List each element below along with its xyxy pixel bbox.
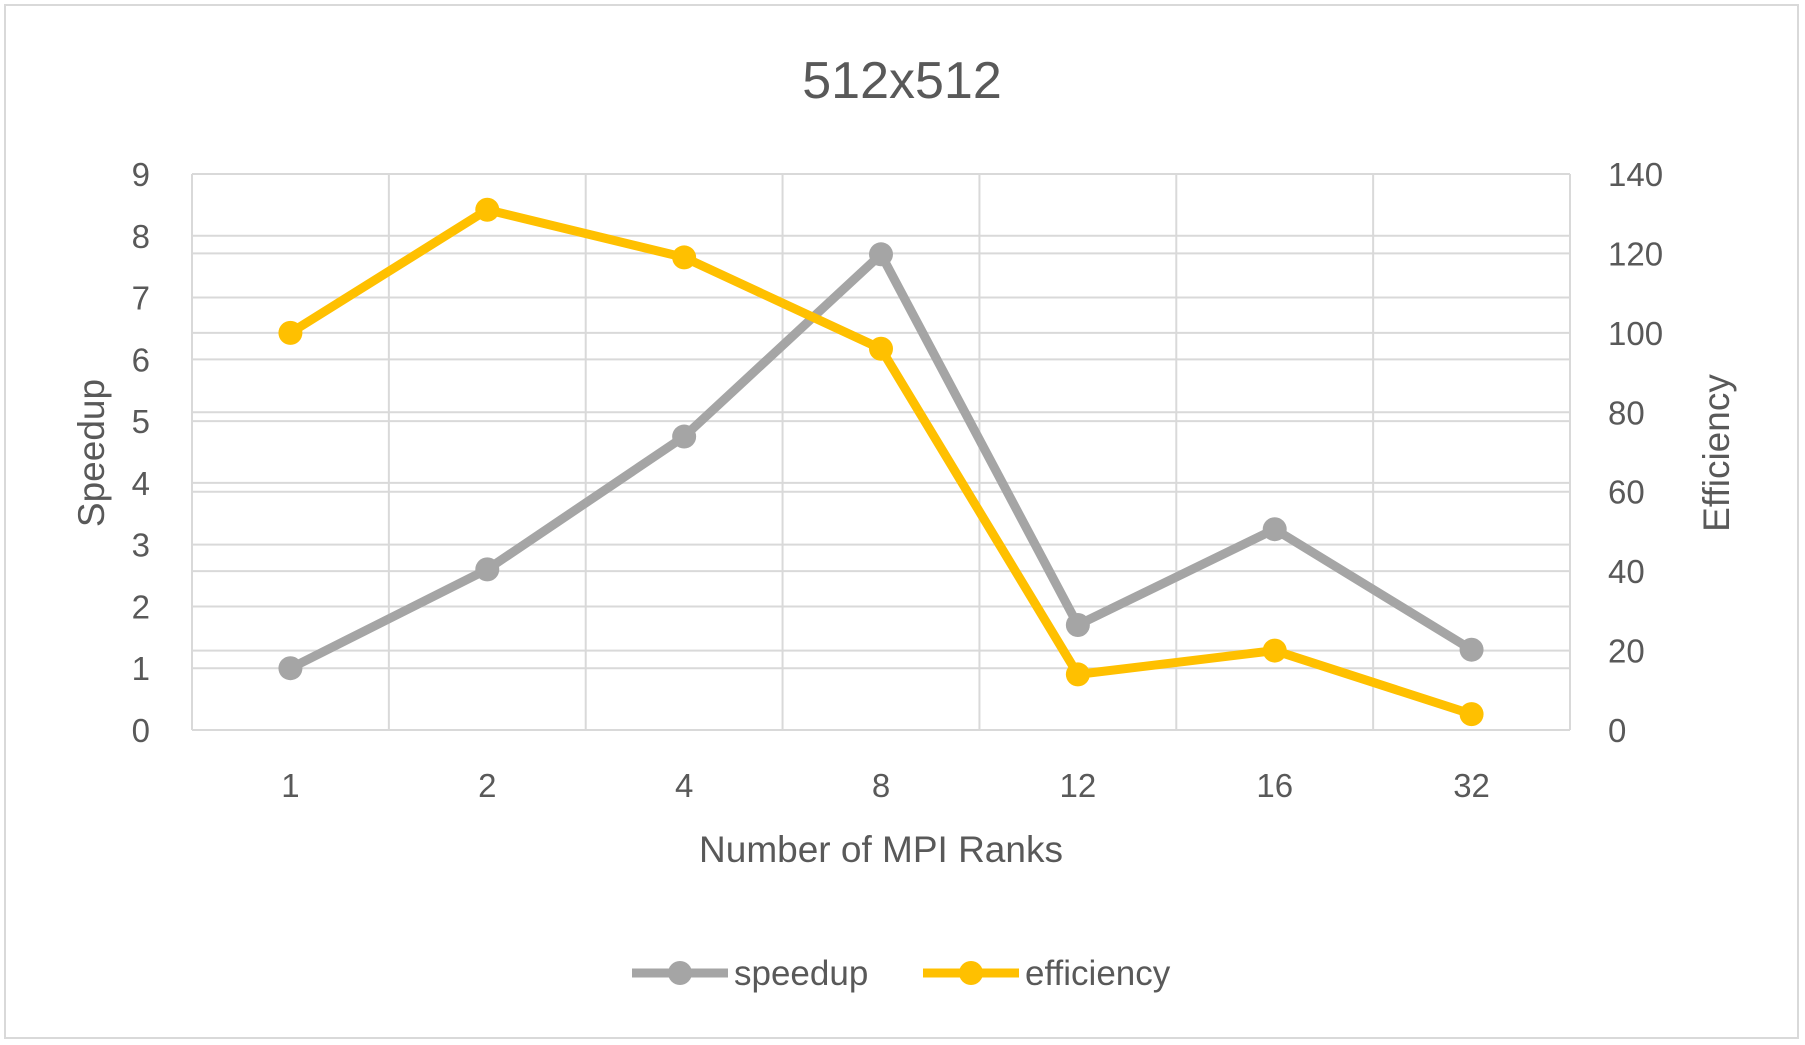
series-efficiency-line <box>285 205 1477 719</box>
legend-label-speedup: speedup <box>734 954 868 993</box>
legend-label-efficiency: efficiency <box>1025 954 1171 993</box>
x-tick-16: 16 <box>1256 767 1293 804</box>
right-axis-ticks: 0 20 40 60 80 100 120 140 <box>1608 156 1663 749</box>
series-efficiency-point-8[interactable] <box>869 336 893 361</box>
legend-item-efficiency[interactable]: efficiency <box>923 954 1171 993</box>
series-efficiency-point-12[interactable] <box>1065 662 1090 687</box>
series-speedup-point-12[interactable] <box>1065 612 1090 637</box>
series-speedup-point-2[interactable] <box>475 557 500 582</box>
series-efficiency-point-2[interactable] <box>475 197 500 222</box>
y2-tick-140: 140 <box>1608 156 1663 193</box>
series-speedup-point-32[interactable] <box>1459 637 1484 662</box>
y-tick-4: 4 <box>132 465 150 502</box>
series-efficiency-point-4[interactable] <box>672 245 697 270</box>
y-tick-5: 5 <box>132 403 150 440</box>
x-axis-ticks: 1 2 4 8 12 16 32 <box>281 767 1490 804</box>
series-speedup-point-16[interactable] <box>1262 517 1287 542</box>
legend-marker-efficiency <box>959 961 983 985</box>
y2-tick-60: 60 <box>1608 474 1645 511</box>
y2-tick-80: 80 <box>1608 394 1645 431</box>
x-tick-12: 12 <box>1059 767 1096 804</box>
x-tick-32: 32 <box>1453 767 1490 804</box>
y-tick-9: 9 <box>132 156 150 193</box>
horizontal-gridlines <box>192 173 1570 731</box>
x-tick-4: 4 <box>675 767 693 804</box>
series-speedup-point-4[interactable] <box>672 424 697 449</box>
series-speedup-point-1[interactable] <box>278 656 303 681</box>
y-tick-2: 2 <box>132 588 150 625</box>
legend-item-speedup[interactable]: speedup <box>632 954 868 993</box>
series-speedup-point-8[interactable] <box>869 242 893 267</box>
chart-frame <box>4 4 1799 1039</box>
y2-tick-120: 120 <box>1608 235 1663 272</box>
y-tick-0: 0 <box>132 712 150 749</box>
series-layer <box>278 197 1484 727</box>
y2-tick-100: 100 <box>1608 315 1663 352</box>
y-tick-6: 6 <box>132 341 150 378</box>
series-efficiency-point-16[interactable] <box>1262 638 1287 663</box>
y2-tick-0: 0 <box>1608 712 1626 749</box>
y2-axis-label: Efficiency <box>1696 374 1737 532</box>
x-axis-label: Number of MPI Ranks <box>699 829 1063 870</box>
y-tick-8: 8 <box>132 218 150 255</box>
x-tick-2: 2 <box>478 767 496 804</box>
series-efficiency <box>278 197 1484 727</box>
chart-title: 512x512 <box>802 52 1002 110</box>
y-tick-3: 3 <box>132 527 150 564</box>
y2-tick-40: 40 <box>1608 553 1645 590</box>
legend: speedup efficiency <box>632 954 1171 993</box>
x-tick-1: 1 <box>281 767 299 804</box>
y-tick-7: 7 <box>132 280 150 317</box>
left-axis-ticks: 0 1 2 3 4 5 6 7 8 9 <box>132 156 150 749</box>
x-tick-8: 8 <box>872 767 890 804</box>
vertical-gridlines <box>191 174 1571 730</box>
y2-tick-20: 20 <box>1608 633 1645 670</box>
series-efficiency-point-32[interactable] <box>1459 702 1484 727</box>
series-speedup <box>278 242 1484 681</box>
legend-marker-speedup <box>668 961 692 985</box>
y-tick-1: 1 <box>132 650 150 687</box>
y-axis-label: Speedup <box>71 379 112 527</box>
series-efficiency-point-1[interactable] <box>278 320 303 345</box>
